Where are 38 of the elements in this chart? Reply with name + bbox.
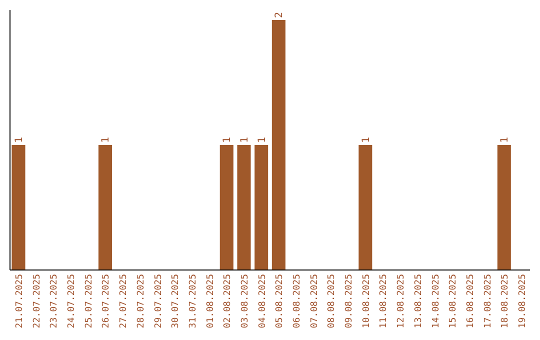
data-label: 1	[100, 136, 112, 143]
x-tick-label: 06.08.2025	[292, 274, 303, 328]
x-tick-label: 07.08.2025	[310, 274, 320, 328]
x-tick-label: 08.08.2025	[327, 274, 338, 328]
x-tick-label: 01.08.2025	[206, 274, 216, 328]
x-tick-label: 05.08.2025	[275, 274, 286, 328]
x-tick-label: 03.08.2025	[240, 274, 250, 328]
x-tick-label: 02.08.2025	[223, 274, 234, 328]
x-tick-label: 04.08.2025	[258, 274, 268, 328]
x-tick-label: 22.07.2025	[32, 274, 42, 328]
x-tick-label: 25.07.2025	[84, 274, 94, 328]
x-tick-label: 26.07.2025	[102, 274, 112, 328]
data-label: 1	[239, 136, 250, 143]
x-tick-label: 28.07.2025	[136, 274, 146, 328]
x-tick-label: 18.08.2025	[500, 274, 511, 328]
x-tick-label: 24.07.2025	[67, 274, 78, 328]
x-tick-label: 13.08.2025	[414, 274, 424, 328]
data-label: 1	[14, 136, 25, 143]
x-tick-label: 27.07.2025	[119, 274, 130, 328]
x-tick-label: 31.07.2025	[188, 274, 198, 328]
x-tick-label: 21.07.2025	[15, 274, 25, 328]
x-tick-label: 19.08.2025	[518, 274, 528, 328]
data-label: 1	[360, 136, 372, 143]
data-label: 1	[500, 136, 511, 143]
data-label: 1	[256, 136, 268, 143]
x-tick-label: 23.07.2025	[50, 274, 60, 328]
x-tick-label: 15.08.2025	[448, 274, 459, 328]
x-tick-label: 29.07.2025	[154, 274, 164, 328]
data-label: 2	[274, 12, 286, 18]
data-label: 1	[222, 136, 234, 143]
x-tick-label: 10.08.2025	[362, 274, 372, 328]
x-tick-label: 30.07.2025	[171, 274, 182, 328]
x-tick-label: 09.08.2025	[344, 274, 355, 328]
x-tick-label: 14.08.2025	[431, 274, 442, 328]
x-tick-label: 16.08.2025	[466, 274, 476, 328]
x-tick-label: 17.08.2025	[483, 274, 494, 328]
x-tick-label: 11.08.2025	[379, 274, 390, 328]
x-tick-label: 12.08.2025	[396, 274, 407, 328]
